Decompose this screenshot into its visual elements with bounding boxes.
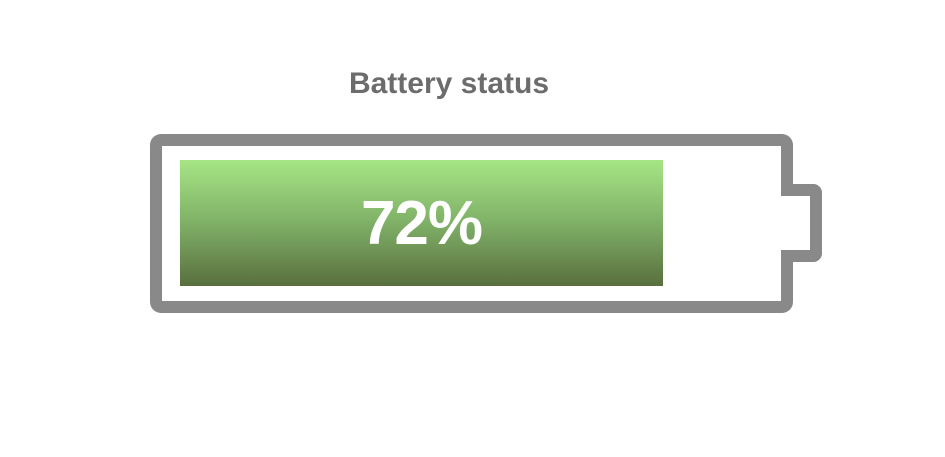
battery-percentage-label: 72% (360, 188, 483, 258)
battery-fill-track: 72% (180, 160, 780, 286)
battery-status-title: Battery status (348, 67, 550, 100)
battery-level-fill: 72% (180, 160, 663, 286)
battery-terminal-joint (781, 196, 793, 250)
